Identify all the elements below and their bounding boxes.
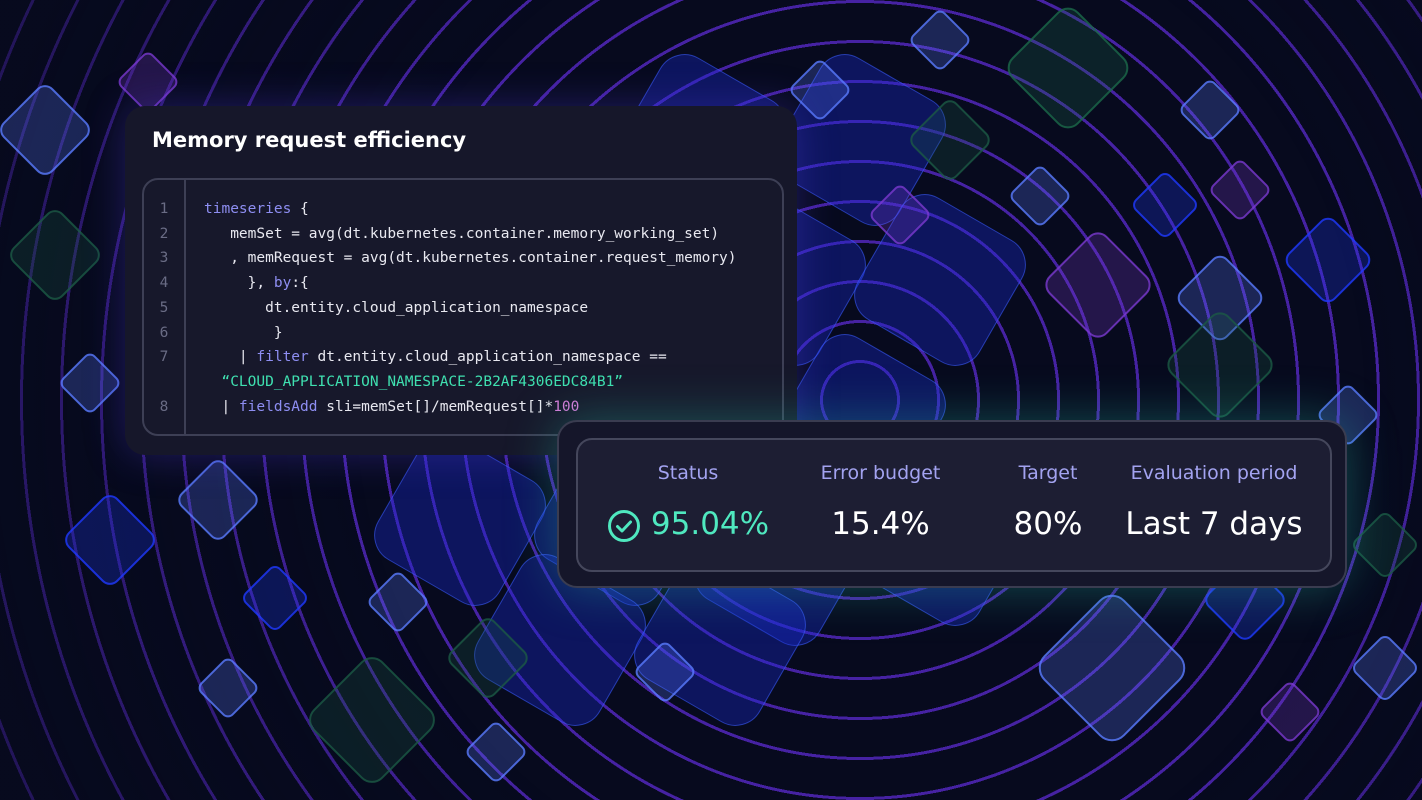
line-number: 3 (159, 250, 169, 267)
code-line: 1 timeseries { (144, 197, 782, 222)
target-label: Target (1018, 462, 1078, 484)
code-token: memSet = avg(dt.kubernetes.container.mem… (204, 225, 720, 242)
code-token: “CLOUD_APPLICATION_NAMESPACE-2B2AF4306ED… (204, 373, 624, 390)
evaluation-period-label: Evaluation period (1130, 462, 1298, 484)
target-column: Target 80% (988, 440, 1108, 570)
error-budget-value: 15.4% (831, 506, 930, 542)
diamond-decoration (790, 60, 850, 120)
diamond-decoration (1353, 636, 1417, 700)
diamond-decoration (1133, 173, 1197, 237)
slo-summary: Status 95.04% Error budget 15.4% Target … (576, 438, 1332, 572)
diamond-decoration (198, 658, 258, 718)
diamond-decoration (1177, 255, 1263, 341)
diamond-decoration (1007, 7, 1129, 129)
diamond-decoration (1210, 160, 1270, 220)
code-token: { (291, 201, 309, 217)
diamond-decoration (243, 566, 307, 630)
target-value: 80% (1013, 506, 1083, 542)
code-line: 6 } (144, 321, 782, 346)
diamond-decoration (1260, 682, 1320, 742)
code-token: }, (204, 275, 274, 292)
diamond-decoration (10, 210, 100, 300)
diamond-decoration (635, 642, 695, 702)
diamond-decoration (0, 85, 90, 175)
code-token: by (273, 275, 292, 292)
diamond-decoration (65, 495, 155, 585)
diamond-decoration (1285, 217, 1371, 303)
error-budget-label: Error budget (820, 462, 941, 484)
status-column: Status 95.04% (588, 440, 788, 570)
code-token: timeseries (204, 201, 292, 217)
diamond-decoration (368, 572, 428, 632)
diamond-decoration (466, 722, 526, 782)
code-token: :{ (291, 275, 309, 292)
code-line: 3 , memRequest = avg(dt.kubernetes.conta… (144, 246, 782, 271)
code-text: , memRequest = avg(dt.kubernetes.contain… (204, 246, 737, 271)
line-number: 5 (159, 299, 169, 316)
code-token: filter (256, 349, 309, 366)
status-value: 95.04% (650, 506, 770, 542)
diamond-decoration (1038, 594, 1186, 742)
code-text: timeseries { (204, 197, 309, 222)
code-line: 4 }, by:{ (144, 271, 782, 296)
line-number: 6 (159, 324, 169, 341)
status-value-row: 95.04% (588, 506, 788, 543)
code-text: | fieldsAdd sli=memSet[]/memRequest[]*10… (204, 395, 579, 420)
evaluation-period-value: Last 7 days (1125, 506, 1303, 542)
error-budget-column: Error budget 15.4% (793, 440, 968, 570)
code-editor[interactable]: 1 timeseries {2 memSet = avg(dt.kubernete… (142, 178, 784, 436)
code-text: }, by:{ (204, 271, 309, 296)
diamond-decoration (60, 353, 120, 413)
diamond-decoration (448, 618, 528, 698)
code-line: “CLOUD_APPLICATION_NAMESPACE-2B2AF4306ED… (144, 370, 782, 395)
code-line: 7 | filter dt.entity.cloud_application_n… (144, 345, 782, 370)
diamond-decoration (1045, 232, 1151, 338)
code-text: | filter dt.entity.cloud_application_nam… (204, 345, 667, 370)
line-number: 8 (159, 398, 169, 415)
diamond-decoration (870, 185, 930, 245)
code-token: , memRequest = avg(dt.kubernetes.contain… (204, 250, 737, 267)
diamond-decoration (910, 100, 990, 180)
code-token: | (204, 398, 239, 415)
status-label: Status (657, 462, 719, 484)
line-number: 1 (159, 201, 169, 217)
diamond-decoration (1180, 80, 1240, 140)
code-token: dt.entity.cloud_application_namespace (204, 299, 589, 316)
code-token: dt.entity.cloud_application_namespace == (308, 349, 667, 366)
hexagon-decoration (854, 194, 1026, 366)
hexagon-decoration (774, 54, 946, 226)
code-token: } (204, 324, 283, 341)
diamond-decoration (910, 10, 970, 70)
diamond-decoration (1010, 166, 1070, 226)
query-title: Memory request efficiency (152, 128, 467, 152)
code-line: 2 memSet = avg(dt.kubernetes.container.m… (144, 222, 782, 247)
diamond-decoration (1167, 312, 1273, 418)
diamond-decoration (309, 657, 435, 783)
line-number: 4 (159, 275, 169, 292)
code-text: } (204, 321, 283, 346)
evaluation-period-column: Evaluation period Last 7 days (1118, 440, 1310, 570)
diamond-decoration (178, 460, 258, 540)
line-number: 7 (159, 349, 169, 366)
code-token: fieldsAdd (238, 398, 318, 415)
hexagon-decoration (374, 434, 546, 606)
code-text: dt.entity.cloud_application_namespace (204, 296, 588, 321)
check-circle-icon (607, 509, 640, 542)
code-token: | (204, 349, 257, 366)
slo-card: Status 95.04% Error budget 15.4% Target … (557, 420, 1347, 588)
code-line: 8 | fieldsAdd sli=memSet[]/memRequest[]*… (144, 395, 782, 420)
diamond-decoration (118, 52, 178, 112)
code-token: 100 (553, 398, 580, 415)
line-number-gutter (144, 180, 186, 434)
diamond-decoration (1353, 513, 1417, 577)
code-text: “CLOUD_APPLICATION_NAMESPACE-2B2AF4306ED… (204, 370, 623, 395)
line-number: 2 (159, 225, 169, 242)
code-token: sli=memSet[]/memRequest[]* (317, 398, 554, 415)
query-card: Memory request efficiency 1 timeseries {2… (125, 106, 797, 455)
code-line: 5 dt.entity.cloud_application_namespace (144, 296, 782, 321)
code-text: memSet = avg(dt.kubernetes.container.mem… (204, 222, 719, 247)
